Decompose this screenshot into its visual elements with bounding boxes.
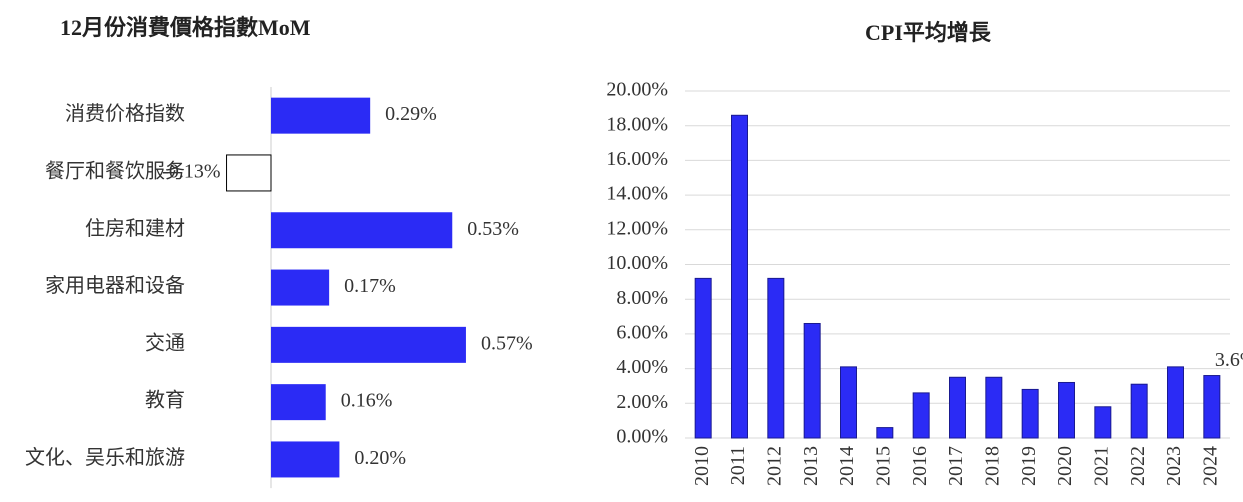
- bar: [1130, 383, 1148, 439]
- x-tick-label: 2011: [727, 446, 749, 485]
- bar: [803, 322, 821, 439]
- bar: [1167, 366, 1184, 439]
- y-tick-label: 交通: [145, 331, 185, 354]
- chart-title: CPI平均增長: [865, 20, 992, 45]
- x-tick-label: 2017: [945, 446, 967, 486]
- bar: [1058, 381, 1075, 439]
- y-tick-label: 8.00%: [616, 287, 668, 309]
- y-tick-label: 14.00%: [606, 183, 668, 205]
- x-tick-label: 2024: [1199, 446, 1221, 486]
- x-tick-label: 2015: [872, 446, 894, 486]
- y-tick-label: 18.00%: [606, 113, 668, 135]
- x-tick-label: 2022: [1127, 446, 1149, 486]
- chart-title: 12月份消費價格指數MoM: [60, 15, 311, 40]
- y-tick-label: 6.00%: [616, 321, 668, 343]
- bar: [1203, 375, 1221, 439]
- bar: [912, 392, 930, 439]
- x-tick-label: 2018: [981, 446, 1003, 486]
- x-tick-label: 2016: [909, 446, 931, 486]
- y-tick-label: 教育: [145, 389, 185, 412]
- bar: [1094, 406, 1112, 439]
- data-label: 0.53%: [467, 218, 519, 240]
- data-label: 0.20%: [354, 447, 406, 469]
- x-tick-label: 2023: [1163, 446, 1185, 486]
- y-tick-label: 消费价格指数: [65, 102, 185, 125]
- bar: [271, 384, 326, 421]
- x-tick-label: 2013: [800, 446, 822, 486]
- x-tick-label: 2021: [1090, 446, 1112, 486]
- x-tick-label: 2019: [1018, 446, 1040, 486]
- data-label: 3.6%: [1215, 349, 1243, 371]
- bar: [767, 277, 785, 439]
- bar: [271, 269, 330, 306]
- y-tick-label: 餐厅和餐饮服务: [45, 160, 185, 183]
- y-tick-label: 2.00%: [616, 391, 668, 413]
- y-tick-label: 家用电器和设备: [45, 274, 185, 297]
- y-tick-label: 4.00%: [616, 356, 668, 378]
- bar: [731, 114, 748, 439]
- bar: [985, 376, 1003, 439]
- y-tick-label: 住房和建材: [85, 217, 185, 240]
- bar: [949, 376, 966, 439]
- bar: [271, 212, 453, 249]
- data-label: 0.17%: [344, 275, 396, 297]
- y-tick-label: 10.00%: [606, 252, 668, 274]
- y-tick-label: 20.00%: [606, 79, 668, 101]
- y-tick-label: 文化、吴乐和旅游: [25, 446, 185, 469]
- bar: [694, 277, 712, 439]
- x-tick-label: 2010: [691, 446, 713, 486]
- data-label: 0.57%: [481, 332, 533, 354]
- bar: [876, 427, 894, 439]
- bar: [840, 366, 857, 439]
- bar: [271, 326, 466, 363]
- data-label: 0.29%: [385, 103, 437, 125]
- data-label: -0.13%: [162, 161, 220, 183]
- x-tick-label: 2014: [836, 446, 858, 486]
- data-label: 0.16%: [341, 390, 393, 412]
- bar: [271, 97, 371, 134]
- y-tick-label: 0.00%: [616, 426, 668, 448]
- bar: [226, 154, 272, 192]
- bar: [271, 441, 340, 478]
- y-tick-label: 16.00%: [606, 148, 668, 170]
- bar: [1021, 388, 1039, 439]
- x-tick-label: 2012: [763, 446, 785, 486]
- x-tick-label: 2020: [1054, 446, 1076, 486]
- y-tick-label: 12.00%: [606, 217, 668, 239]
